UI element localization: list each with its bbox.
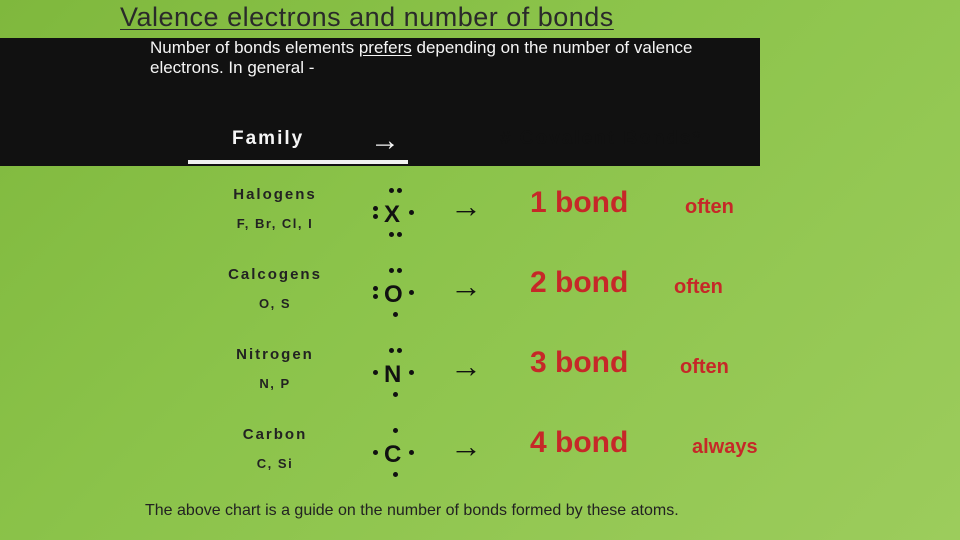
electron-dot [393,312,398,317]
electron-dot [409,210,414,215]
header-bonds: # Covalent Bonds* [500,128,702,150]
header-rule-right [480,160,760,164]
table-row: Nitrogen N, P N → 3 bond often [0,338,960,413]
lewis-symbol: O [384,281,403,309]
electron-dot [393,392,398,397]
bond-count: 4 bond [530,426,628,460]
family-name: Calcogens [215,266,335,283]
header-rule-left [188,160,408,164]
bond-count: 3 bond [530,346,628,380]
table-row: Carbon C, Si C → 4 bond always [0,418,960,493]
electron-dot [389,232,394,237]
electron-dot [389,188,394,193]
subtitle-underlined: prefers [359,38,412,57]
arrow-icon: → [450,268,482,305]
table-row: Halogens F, Br, Cl, I X → 1 bond often [0,178,960,253]
electron-dot [393,428,398,433]
arrow-icon: → [450,428,482,465]
lewis-symbol: X [384,201,400,229]
electron-dot [397,188,402,193]
electron-dot [389,348,394,353]
family-elements: F, Br, Cl, I [215,216,335,231]
family-elements: O, S [215,296,335,311]
subtitle-before: Number of bonds elements [150,38,359,57]
arrow-icon: → [450,348,482,385]
bond-frequency: always [692,436,758,459]
electron-dot [373,286,378,291]
table-row: Calcogens O, S O → 2 bond often [0,258,960,333]
subtitle: Number of bonds elements prefers dependi… [150,38,730,77]
slide-title: Valence electrons and number of bonds [120,2,614,33]
electron-dot [373,294,378,299]
family-name: Nitrogen [215,346,335,363]
family-elements: C, Si [215,456,335,471]
footer-note: The above chart is a guide on the number… [145,502,679,520]
electron-dot [393,472,398,477]
electron-dot [373,214,378,219]
family-name: Halogens [215,186,335,203]
bond-count: 1 bond [530,186,628,220]
lewis-symbol: C [384,441,401,469]
lewis-structure: N [362,344,422,404]
electron-dot [409,370,414,375]
header-family: Family [232,128,304,150]
electron-dot [409,290,414,295]
family-name: Carbon [215,426,335,443]
electron-dot [397,268,402,273]
electron-dot [397,232,402,237]
bond-count: 2 bond [530,266,628,300]
electron-dot [373,450,378,455]
header-arrow-icon: → [370,124,400,158]
lewis-structure: O [362,264,422,324]
lewis-structure: C [362,424,422,484]
lewis-symbol: N [384,361,401,389]
lewis-structure: X [362,184,422,244]
electron-dot [397,348,402,353]
bond-frequency: often [685,196,734,219]
bond-frequency: often [674,276,723,299]
bond-frequency: often [680,356,729,379]
family-elements: N, P [215,376,335,391]
arrow-icon: → [450,188,482,225]
electron-dot [409,450,414,455]
electron-dot [373,206,378,211]
electron-dot [389,268,394,273]
electron-dot [373,370,378,375]
